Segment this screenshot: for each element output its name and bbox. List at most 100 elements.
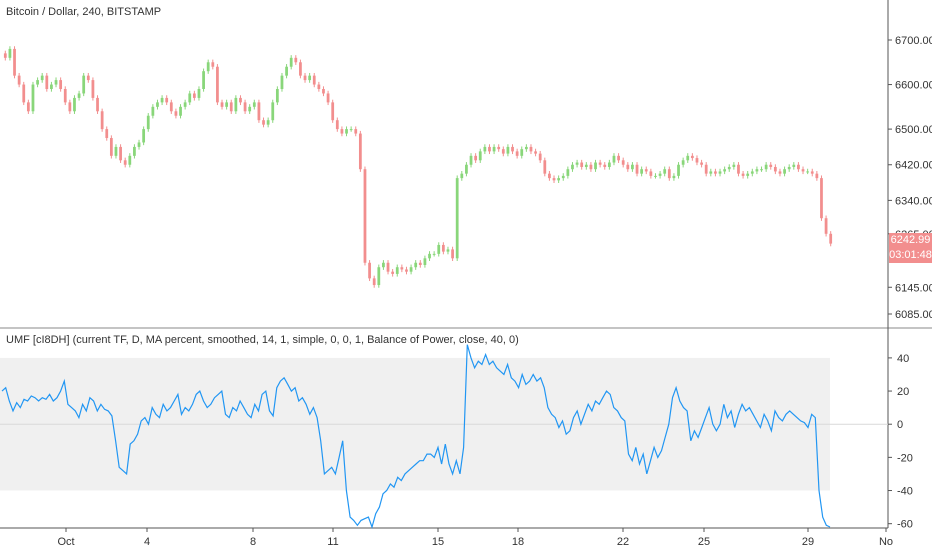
candle-body	[506, 146, 510, 154]
candle-body	[405, 269, 408, 272]
candle-body	[294, 57, 298, 63]
candle-body	[335, 120, 339, 130]
candle-body	[667, 169, 671, 179]
time-tick-label: 8	[250, 536, 256, 548]
candle-body	[594, 162, 597, 170]
candle-body	[151, 106, 155, 116]
candle-body	[631, 164, 634, 170]
osc-tick-label: -40	[897, 486, 913, 498]
candle-body	[714, 171, 717, 174]
candle-body	[603, 164, 607, 167]
candle-body	[681, 160, 685, 165]
oscillator-title: UMF [cI8DH] (current TF, D, MA percent, …	[6, 334, 519, 346]
candle-body	[787, 166, 791, 170]
candle-body	[718, 171, 722, 174]
candle-body	[524, 146, 528, 150]
candle-body	[810, 171, 814, 174]
candle-body	[40, 75, 44, 81]
candle-body	[455, 178, 459, 259]
candle-body	[483, 146, 487, 152]
candle-body	[686, 155, 690, 161]
price-tick-label: 6700.00	[895, 35, 932, 47]
candle-body	[349, 129, 353, 131]
candle-body	[220, 102, 224, 107]
candle-body	[183, 102, 187, 107]
candle-body	[386, 262, 390, 272]
oscillator-panel	[0, 344, 888, 529]
candle-body	[672, 175, 676, 179]
time-tick-label: 29	[802, 536, 814, 548]
time-tick-label: 25	[698, 536, 710, 548]
time-tick-label: 18	[512, 536, 524, 548]
candle-body	[695, 158, 699, 163]
candle-body	[266, 120, 270, 125]
candle-body	[441, 244, 445, 252]
candle-body	[26, 102, 30, 112]
candle-body	[133, 146, 136, 156]
candle-body	[197, 89, 201, 98]
candle-body	[640, 169, 644, 174]
candle-body	[534, 151, 537, 154]
candle-body	[17, 75, 21, 85]
candle-body	[469, 155, 473, 165]
candle-body	[760, 169, 763, 171]
osc-tick-label: 40	[897, 353, 909, 365]
candle-body	[13, 48, 16, 76]
candle-body	[119, 146, 122, 161]
candle-body	[36, 80, 39, 85]
candle-body	[829, 233, 833, 244]
candle-body	[635, 164, 639, 174]
candle-body	[202, 71, 205, 90]
price-tick-label: 6340.00	[895, 195, 932, 207]
candle-body	[280, 75, 284, 90]
osc-tick-label: -60	[897, 519, 913, 531]
candle-body	[326, 93, 330, 103]
time-tick-label: 11	[327, 536, 338, 548]
candle-body	[322, 89, 325, 94]
candle-body	[59, 80, 63, 90]
candle-body	[229, 102, 233, 112]
candle-body	[137, 142, 141, 147]
candle-body	[285, 66, 288, 76]
candle-body	[146, 115, 150, 130]
candle-body	[727, 166, 731, 170]
candle-body	[312, 75, 316, 85]
candle-body	[783, 169, 786, 174]
candle-body	[552, 178, 556, 181]
candle-body	[400, 267, 404, 270]
candle-body	[105, 129, 109, 139]
candle-body	[820, 178, 823, 219]
candle-body	[589, 164, 593, 170]
candle-body	[45, 75, 49, 90]
candle-body	[654, 175, 657, 177]
countdown-tag: 03:01:48	[889, 248, 932, 263]
candle-body	[308, 75, 312, 81]
price-tick-label: 6085.00	[895, 309, 932, 321]
candle-body	[22, 84, 26, 103]
candle-body	[31, 84, 35, 112]
candle-body	[289, 57, 293, 67]
candle-body	[234, 97, 238, 112]
candle-body	[764, 164, 768, 170]
candle-body	[511, 146, 514, 152]
candle-body	[252, 102, 256, 107]
candle-body	[723, 169, 727, 172]
price-chart-title: Bitcoin / Dollar, 240, BITSTAMP	[6, 6, 162, 18]
candle-body	[474, 155, 478, 161]
candle-body	[68, 102, 72, 112]
price-tick-label: 6600.00	[895, 80, 932, 92]
time-tick-label: 15	[432, 536, 444, 548]
candle-body	[358, 133, 362, 170]
price-tick-label: 6145.00	[895, 282, 932, 294]
candle-body	[792, 164, 796, 167]
candle-body	[142, 129, 146, 143]
candle-body	[571, 164, 574, 170]
candle-body	[225, 102, 229, 107]
candle-body	[465, 164, 468, 174]
candle-body	[77, 93, 81, 98]
candle-body	[580, 162, 584, 167]
candle-body	[515, 151, 519, 156]
candle-body	[262, 120, 265, 125]
candle-body	[700, 162, 703, 165]
